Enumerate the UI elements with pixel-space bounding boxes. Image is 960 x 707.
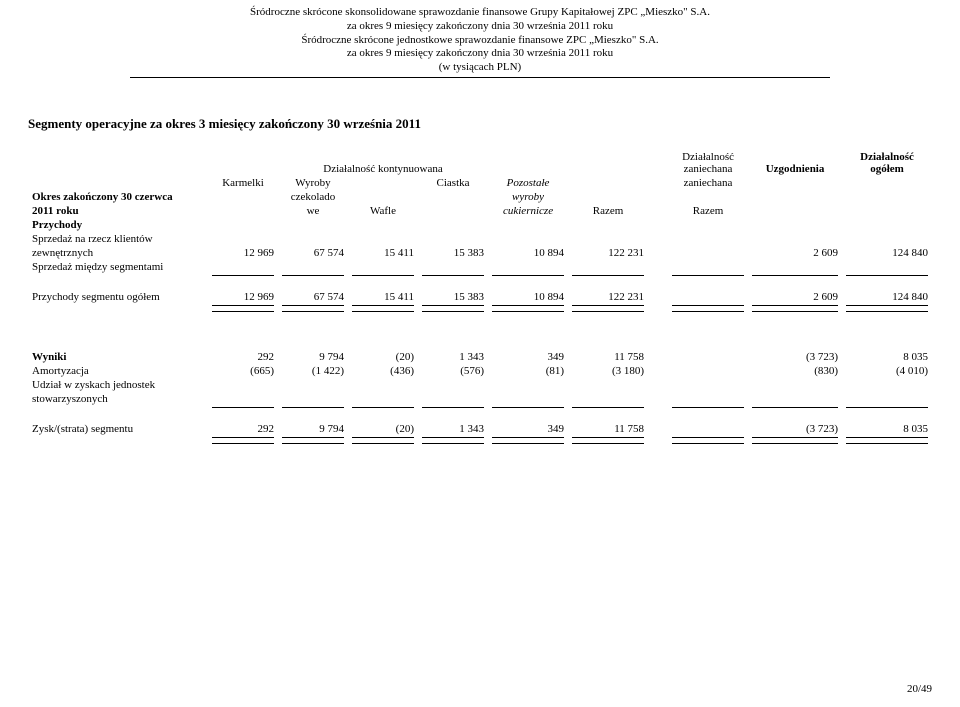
label-udzial-1: Udział w zyskach jednostek bbox=[28, 378, 208, 392]
label-amort: Amortyzacja bbox=[28, 364, 208, 378]
header-underline bbox=[130, 77, 830, 78]
header-line-3: Śródroczne skrócone jednostkowe sprawozd… bbox=[0, 34, 960, 48]
cell: (3 180) bbox=[568, 364, 648, 378]
cell: 11 758 bbox=[568, 350, 648, 364]
cell: 2 609 bbox=[748, 246, 842, 260]
col-pozostale-2: wyroby bbox=[488, 190, 568, 204]
row-okres-2: 2011 roku bbox=[28, 204, 208, 218]
row-wyniki: Wyniki 292 9 794 (20) 1 343 349 11 758 (… bbox=[28, 350, 932, 364]
col-wafle: Wafle bbox=[348, 204, 418, 218]
row-przychody: Przychody bbox=[28, 218, 932, 232]
col-wyroby-2: czekolado bbox=[278, 190, 348, 204]
cell: 8 035 bbox=[842, 422, 932, 436]
col-wyroby-3: we bbox=[278, 204, 348, 218]
cell: 12 969 bbox=[208, 246, 278, 260]
row-sprzedaz-2: zewnętrznych 12 969 67 574 15 411 15 383… bbox=[28, 246, 932, 260]
header-row-1: Działalność kontynuowana Działalność zan… bbox=[28, 150, 932, 176]
cell: 8 035 bbox=[842, 350, 932, 364]
row-sprzedaz-miedzy: Sprzedaż między segmentami bbox=[28, 260, 932, 274]
header-line-5: (w tysiącach PLN) bbox=[0, 61, 960, 75]
col-razem-1: Razem bbox=[568, 204, 648, 218]
cell: (1 422) bbox=[278, 364, 348, 378]
cell: 15 411 bbox=[348, 246, 418, 260]
cell: (3 723) bbox=[748, 422, 842, 436]
cell: 10 894 bbox=[488, 290, 568, 304]
cell: 15 383 bbox=[418, 246, 488, 260]
label-sprzedaz-miedzy: Sprzedaż między segmentami bbox=[28, 260, 208, 274]
cell: 292 bbox=[208, 350, 278, 364]
col-zaniechana-2: zaniechana bbox=[668, 176, 748, 190]
page-number: 20/49 bbox=[907, 683, 932, 695]
label-sprzedaz-1: Sprzedaż na rzecz klientów bbox=[28, 232, 208, 246]
col-group-continued: Działalność kontynuowana bbox=[278, 150, 488, 176]
cell: 124 840 bbox=[842, 246, 932, 260]
cell: 349 bbox=[488, 350, 568, 364]
cell: (436) bbox=[348, 364, 418, 378]
cell: 9 794 bbox=[278, 350, 348, 364]
label-zysk: Zysk/(strata) segmentu bbox=[28, 422, 208, 436]
col-karmelki: Karmelki bbox=[208, 176, 278, 190]
label-wyniki: Wyniki bbox=[28, 350, 208, 364]
cell: (81) bbox=[488, 364, 568, 378]
cell: 10 894 bbox=[488, 246, 568, 260]
cell: (576) bbox=[418, 364, 488, 378]
col-ogolem: Działalność ogółem bbox=[842, 150, 932, 176]
label-udzial-2: stowarzyszonych bbox=[28, 392, 208, 406]
row-okres-1: Okres zakończony 30 czerwca bbox=[28, 190, 208, 204]
cell: 2 609 bbox=[748, 290, 842, 304]
header-row-2: Karmelki Wyroby Ciastka Pozostałe zaniec… bbox=[28, 176, 932, 190]
row-przych-seg: Przychody segmentu ogółem 12 969 67 574 … bbox=[28, 290, 932, 304]
col-ciastka: Ciastka bbox=[418, 176, 488, 190]
row-zysk: Zysk/(strata) segmentu 292 9 794 (20) 1 … bbox=[28, 422, 932, 436]
row-udzial-2: stowarzyszonych bbox=[28, 392, 932, 406]
label-przych-seg: Przychody segmentu ogółem bbox=[28, 290, 208, 304]
financial-table: Działalność kontynuowana Działalność zan… bbox=[28, 150, 932, 446]
col-group-discontinued-1: Działalność zaniechana bbox=[668, 150, 748, 176]
cell: (3 723) bbox=[748, 350, 842, 364]
cell: (20) bbox=[348, 350, 418, 364]
cell: 292 bbox=[208, 422, 278, 436]
cell: 349 bbox=[488, 422, 568, 436]
cell: 122 231 bbox=[568, 246, 648, 260]
cell: 11 758 bbox=[568, 422, 648, 436]
page-header: Śródroczne skrócone skonsolidowane spraw… bbox=[0, 0, 960, 78]
cell: 1 343 bbox=[418, 422, 488, 436]
cell: (20) bbox=[348, 422, 418, 436]
cell: 124 840 bbox=[842, 290, 932, 304]
header-row-4: 2011 roku we Wafle cukiernicze Razem Raz… bbox=[28, 204, 932, 218]
cell: (830) bbox=[748, 364, 842, 378]
cell: 9 794 bbox=[278, 422, 348, 436]
cell: 15 411 bbox=[348, 290, 418, 304]
row-udzial-1: Udział w zyskach jednostek bbox=[28, 378, 932, 392]
label-sprzedaz-2: zewnętrznych bbox=[28, 246, 208, 260]
label-przychody: Przychody bbox=[28, 218, 208, 232]
col-pozostale-3: cukiernicze bbox=[488, 204, 568, 218]
header-line-1: Śródroczne skrócone skonsolidowane spraw… bbox=[0, 6, 960, 20]
cell: 1 343 bbox=[418, 350, 488, 364]
cell: 15 383 bbox=[418, 290, 488, 304]
header-line-4: za okres 9 miesięcy zakończony dnia 30 w… bbox=[0, 47, 960, 61]
row-amort: Amortyzacja (665) (1 422) (436) (576) (8… bbox=[28, 364, 932, 378]
col-pozostale-1: Pozostałe bbox=[488, 176, 568, 190]
header-line-2: za okres 9 miesięcy zakończony dnia 30 w… bbox=[0, 20, 960, 34]
cell: (4 010) bbox=[842, 364, 932, 378]
col-razem-2: Razem bbox=[668, 204, 748, 218]
col-wyroby-1: Wyroby bbox=[278, 176, 348, 190]
section-title: Segmenty operacyjne za okres 3 miesięcy … bbox=[28, 116, 960, 132]
cell: 12 969 bbox=[208, 290, 278, 304]
col-uzgodnienia: Uzgodnienia bbox=[748, 150, 842, 176]
cell: 67 574 bbox=[278, 246, 348, 260]
cell: 67 574 bbox=[278, 290, 348, 304]
cell: (665) bbox=[208, 364, 278, 378]
rule-4b bbox=[28, 440, 932, 446]
header-row-3: Okres zakończony 30 czerwca czekolado wy… bbox=[28, 190, 932, 204]
cell: 122 231 bbox=[568, 290, 648, 304]
row-sprzedaz-1: Sprzedaż na rzecz klientów bbox=[28, 232, 932, 246]
